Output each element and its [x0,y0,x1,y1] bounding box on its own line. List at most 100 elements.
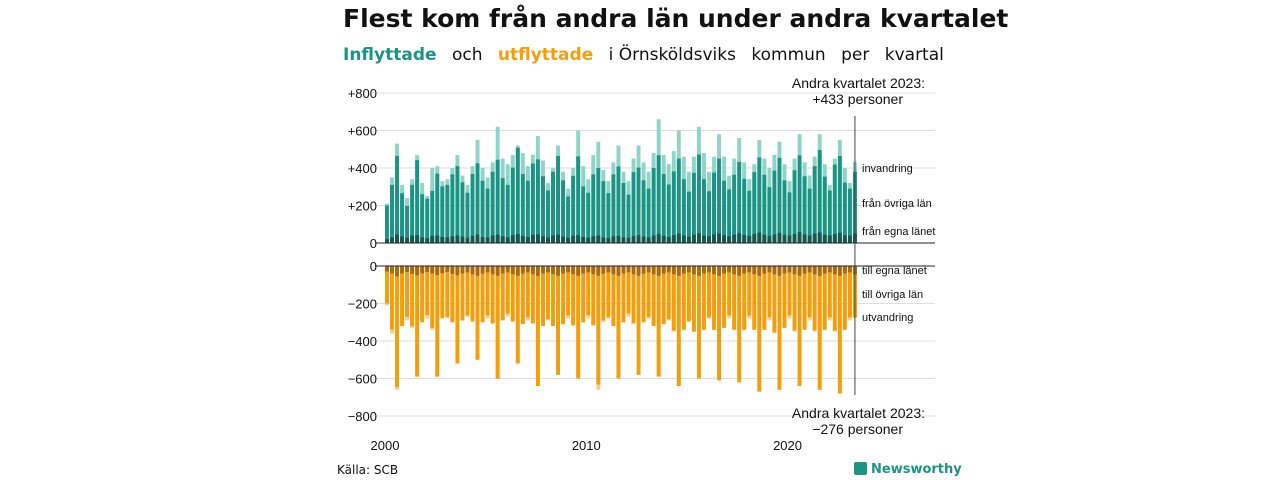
bar-fran-egna-lanet [505,237,510,243]
bar-fran-egna-lanet [400,236,405,243]
bar-fran-ovriga-lan [425,198,430,243]
bar-fran-ovriga-lan [520,174,525,243]
bar-till-ovriga-lan [631,266,636,323]
bar-fran-ovriga-lan [460,182,465,243]
bar-fran-egna-lanet [802,234,807,243]
bar-fran-ovriga-lan [837,156,842,243]
bar-fran-ovriga-lan [601,181,606,243]
bar-till-egna-lanet [430,266,435,274]
bar-fran-egna-lanet [395,234,399,243]
bar-till-ovriga-lan [571,266,576,325]
bar-fran-ovriga-lan [817,150,822,243]
y-tick-label: −200 [348,297,377,312]
bar-till-ovriga-lan [551,266,555,326]
bar-fran-ovriga-lan [390,184,394,243]
bar-fran-egna-lanet [515,234,520,243]
bar-fran-ovriga-lan [641,180,646,243]
bar-fran-egna-lanet [601,237,606,243]
bar-till-egna-lanet [601,266,606,274]
subtitle-kommun: kommun [751,45,826,65]
bar-till-egna-lanet [762,266,767,274]
bar-till-egna-lanet [787,266,792,273]
bar-fran-egna-lanet [696,233,701,243]
bar-till-ovriga-lan [616,266,621,379]
bar-fran-ovriga-lan [822,176,827,243]
subtitle-och: och [451,45,483,65]
bar-till-ovriga-lan [500,266,505,321]
bar-till-ovriga-lan [807,266,812,318]
bar-till-ovriga-lan [480,266,485,323]
bar-fran-egna-lanet [727,236,732,243]
bar-till-egna-lanet [410,266,415,274]
bar-fran-egna-lanet [571,235,576,243]
bar-till-ovriga-lan [440,266,445,319]
bar-till-egna-lanet [671,266,676,275]
bar-till-egna-lanet [485,266,490,273]
bar-till-egna-lanet [390,266,394,274]
y-tick-label: +800 [348,86,377,101]
bar-fran-ovriga-lan [576,156,581,243]
bar-fran-ovriga-lan [762,174,767,243]
bar-fran-ovriga-lan [777,157,782,243]
bar-till-egna-lanet [737,266,742,276]
bar-till-egna-lanet [455,266,460,276]
bar-fran-egna-lanet [535,234,540,243]
bar-till-ovriga-lan [782,266,787,328]
bar-fran-ovriga-lan [656,155,661,243]
bar-fran-egna-lanet [420,237,425,243]
bar-fran-ovriga-lan [540,176,545,243]
bar-fran-ovriga-lan [546,190,550,243]
bar-fran-egna-lanet [510,235,515,243]
bar-till-ovriga-lan [586,266,591,316]
bar-till-egna-lanet [752,266,757,275]
bar-till-ovriga-lan [832,266,837,331]
bar-fran-ovriga-lan [561,180,566,243]
bar-till-ovriga-lan [747,266,752,316]
bar-till-egna-lanet [676,266,681,276]
bar-till-ovriga-lan [435,266,440,377]
bar-fran-egna-lanet [717,233,722,243]
bar-fran-ovriga-lan [747,190,752,243]
bar-fran-egna-lanet [405,237,410,243]
bar-till-egna-lanet [510,266,515,275]
bar-fran-ovriga-lan [681,179,686,243]
bar-fran-ovriga-lan [470,174,475,243]
bar-till-ovriga-lan [581,266,586,323]
bar-till-ovriga-lan [762,266,767,330]
bar-fran-egna-lanet [445,237,450,243]
bar-fran-ovriga-lan [717,158,722,243]
bar-fran-egna-lanet [842,235,847,243]
bar-till-egna-lanet [686,266,691,273]
bar-fran-ovriga-lan [611,174,616,243]
bar-fran-egna-lanet [631,235,636,243]
bar-till-ovriga-lan [717,266,722,381]
bar-till-egna-lanet [732,266,737,275]
series-label-till-egna-lanet: till egna länet [862,265,927,277]
bar-till-egna-lanet [551,266,555,275]
bar-fran-egna-lanet [546,237,550,243]
brand-name: Newsworthy [871,462,962,477]
bar-fran-ovriga-lan [450,174,455,243]
series-label-fran-ovriga-lan: från övriga län [862,198,932,210]
bar-fran-ovriga-lan [530,163,535,243]
bar-till-ovriga-lan [455,266,460,364]
bar-fran-ovriga-lan [505,184,510,243]
bar-till-ovriga-lan [767,266,772,318]
bar-fran-ovriga-lan [591,174,596,243]
bar-till-egna-lanet [727,266,732,273]
bar-fran-ovriga-lan [696,154,701,243]
bar-fran-egna-lanet [641,236,646,243]
bar-fran-ovriga-lan [757,157,762,243]
bar-till-egna-lanet [847,266,852,273]
bar-fran-ovriga-lan [847,188,852,243]
bar-fran-egna-lanet [722,235,727,243]
bar-fran-ovriga-lan [812,166,817,243]
bar-fran-ovriga-lan [742,178,747,243]
bar-till-egna-lanet [651,266,656,275]
bar-fran-ovriga-lan [651,168,656,243]
bar-fran-ovriga-lan [802,176,807,243]
bar-fran-ovriga-lan [646,188,651,243]
bar-fran-egna-lanet [390,237,394,243]
annotation-top-label: Andra kvartalet 2023: [792,75,925,91]
y-tick-label: +200 [348,199,377,214]
